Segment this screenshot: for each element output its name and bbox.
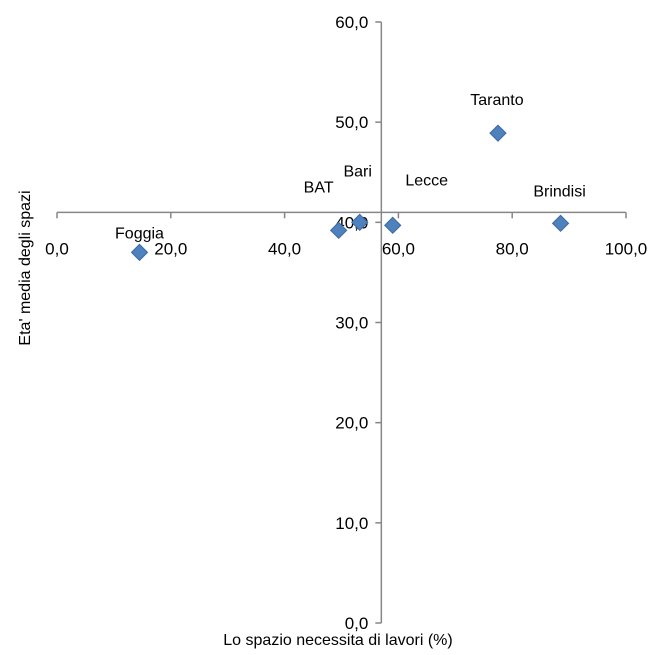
axes [56,21,627,624]
y-tick-label: 20,0 [335,414,368,433]
point-label-foggia: Foggia [115,225,164,242]
y-tick-label: 50,0 [335,113,368,132]
y-tick-label: 30,0 [335,314,368,333]
point-label-lecce: Lecce [405,172,448,189]
x-tick-label: 80,0 [496,239,529,258]
data-point-lecce [384,216,402,235]
x-tick-label: 60,0 [382,239,415,258]
point-label-bari: Bari [343,163,371,180]
x-tick-label: 0,0 [45,239,69,258]
x-axis-title: Lo spazio necessita di lavori (%) [223,632,452,649]
data-point-foggia [130,243,149,262]
tick-labels: 0,020,040,060,080,0100,00,010,020,030,04… [45,13,647,633]
y-axis-title: Eta' media degli spazi [17,190,34,345]
data-point-bari [351,213,369,232]
x-tick-label: 100,0 [605,239,648,258]
data-point-taranto [489,124,507,142]
point-labels: Foggia BAT Bari Lecce Taranto Brindisi [115,92,586,242]
point-label-taranto: Taranto [470,92,523,109]
point-label-brindisi: Brindisi [533,183,585,200]
y-tick-label: 10,0 [335,514,368,533]
data-point-brindisi [551,214,570,233]
data-points [130,124,570,262]
point-label-bat: BAT [304,179,334,196]
x-tick-label: 20,0 [154,239,187,258]
y-tick-label: 0,0 [345,614,369,633]
x-tick-label: 40,0 [268,239,301,258]
data-point-bat [329,221,348,240]
y-tick-label: 60,0 [335,13,368,32]
